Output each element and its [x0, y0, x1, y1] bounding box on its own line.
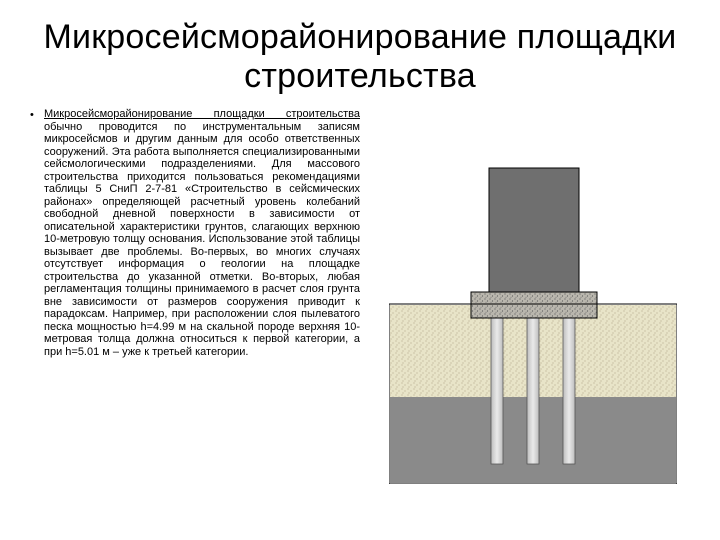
foundation-diagram	[389, 148, 677, 484]
content-row: • Микросейсморайонирование площадки стро…	[30, 108, 690, 484]
bullet-icon: •	[30, 108, 44, 121]
building-block	[489, 168, 579, 292]
lead-phrase: Микросейсморайонирование площадки строит…	[44, 108, 360, 120]
bullet-item: • Микросейсморайонирование площадки стро…	[30, 108, 360, 358]
text-column: • Микросейсморайонирование площадки стро…	[30, 108, 360, 484]
slide: Микросейсморайонирование площадки строит…	[0, 0, 720, 540]
body-paragraph: Микросейсморайонирование площадки строит…	[44, 108, 360, 358]
slide-title: Микросейсморайонирование площадки строит…	[30, 18, 690, 96]
figure-column	[376, 108, 690, 484]
body-rest: обычно проводится по инструментальным за…	[44, 121, 360, 358]
footing	[471, 292, 597, 318]
